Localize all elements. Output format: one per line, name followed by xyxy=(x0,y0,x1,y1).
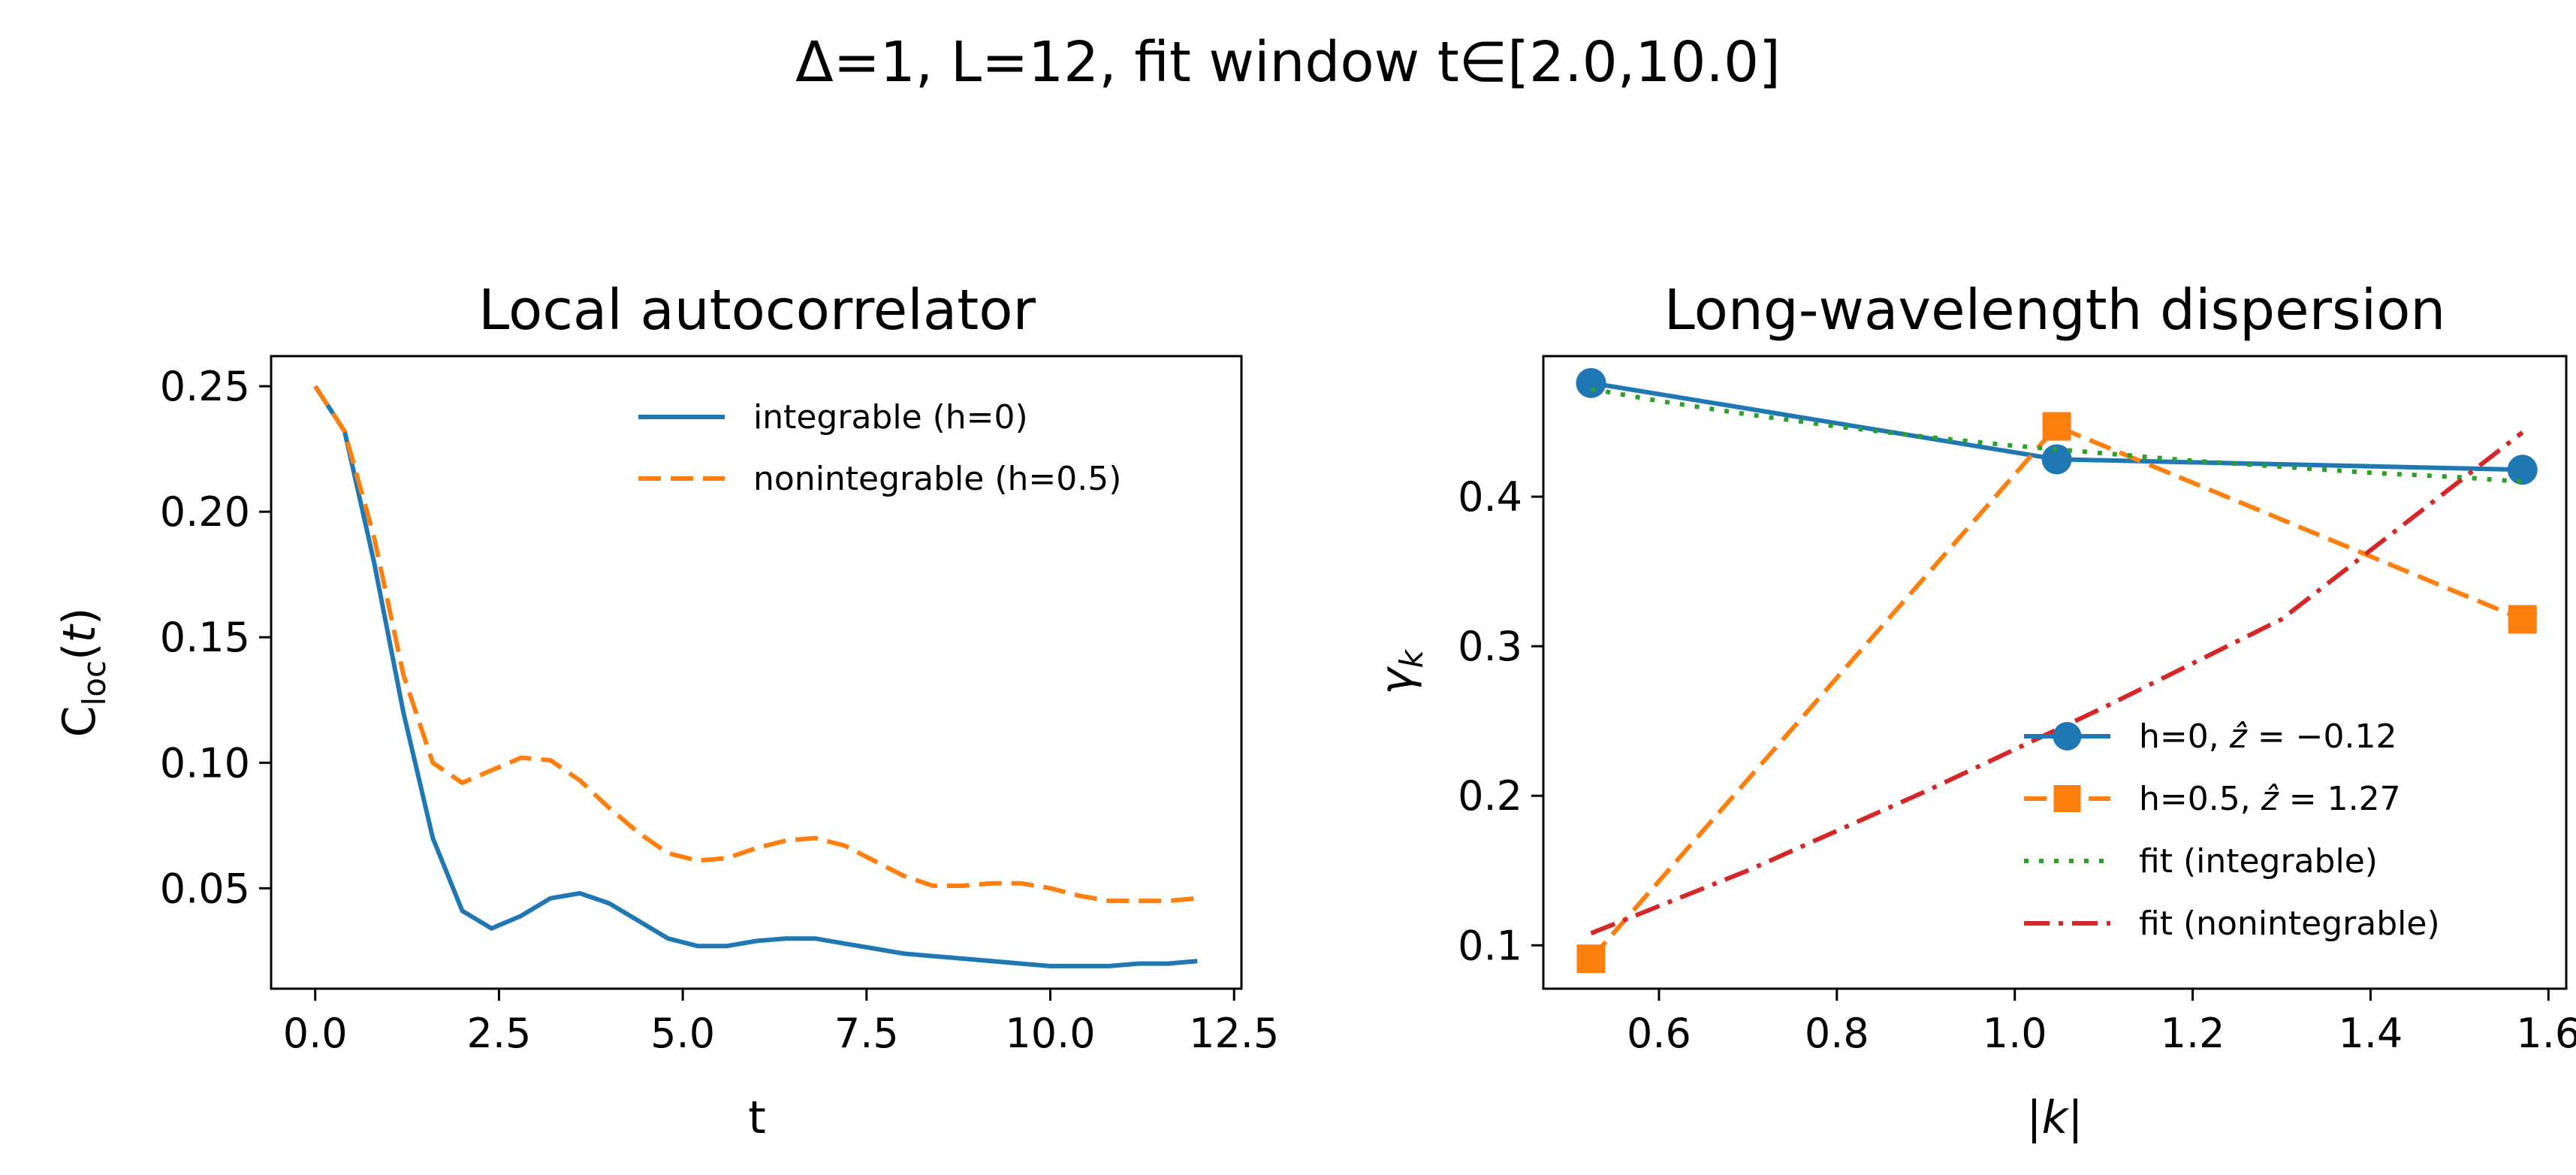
data-point-marker xyxy=(1576,944,1606,974)
data-point-marker xyxy=(2508,605,2537,634)
x-tick-label: 1.0 xyxy=(1983,1010,2047,1057)
x-tick-label: 0.0 xyxy=(283,1010,348,1057)
legend-label: fit (nonintegrable) xyxy=(2139,905,2440,943)
x-tick-label: 0.8 xyxy=(1805,1010,1869,1057)
y-tick-label: 0.20 xyxy=(160,488,250,536)
x-tick-label: 7.5 xyxy=(834,1010,899,1057)
legend-label: nonintegrable (h=0.5) xyxy=(753,460,1121,498)
series-line xyxy=(313,385,1198,968)
legend-label: h=0.5, ẑ = 1.27 xyxy=(2139,780,2401,818)
panel-title: Long-wavelength dispersion xyxy=(1664,278,2446,343)
panel-local-autocorrelator: Local autocorrelator 0.0 2.5 5.0 7.5 10.0 12.… xyxy=(53,278,1279,1144)
legend-marker xyxy=(2053,722,2082,751)
x-tick-label: 0.6 xyxy=(1627,1010,1691,1057)
legend: integrable (h=0) nonintegrable (h=0.5) xyxy=(638,398,1121,498)
plot-frame xyxy=(1542,355,2568,990)
y-tick-label: 0.10 xyxy=(160,739,250,787)
legend: h=0, ẑ = −0.12 h=0.5, ẑ = 1.27 fit (integr… xyxy=(2024,717,2440,943)
y-tick-label: 0.1 xyxy=(1458,922,1522,969)
data-point-marker xyxy=(2041,444,2072,475)
y-tick-label: 0.2 xyxy=(1458,772,1522,820)
panel-title: Local autocorrelator xyxy=(478,278,1036,343)
x-tick-label: 1.2 xyxy=(2161,1010,2225,1057)
data-point-marker xyxy=(2042,412,2071,441)
data-point-marker xyxy=(1576,367,1606,398)
y-tick-label: 0.15 xyxy=(160,614,250,661)
plot-frame xyxy=(270,355,1243,990)
x-tick-label: 10.0 xyxy=(1005,1010,1095,1057)
x-tick-label: 1.6 xyxy=(2516,1010,2576,1057)
legend-marker xyxy=(2053,785,2081,812)
x-tick-label: 2.5 xyxy=(466,1010,531,1057)
x-tick-label: 12.5 xyxy=(1189,1010,1279,1057)
series-line xyxy=(313,385,1198,904)
y-tick-label: 0.25 xyxy=(160,363,250,410)
panel-long-wavelength-dispersion: Long-wavelength dispersion 0.6 0.8 1.0 1.2 1… xyxy=(1371,278,2576,1144)
x-axis-label: |k| xyxy=(2026,1092,2083,1144)
x-axis-label: t xyxy=(748,1092,766,1144)
series-line xyxy=(1590,430,2524,936)
y-tick-label: 0.05 xyxy=(160,865,250,912)
data-point-marker xyxy=(2507,455,2538,485)
figure-suptitle: Δ=1, L=12, fit window t∈[2.0,10.0] xyxy=(795,30,1781,95)
legend-label: fit (integrable) xyxy=(2139,842,2378,880)
y-axis-label: γk xyxy=(1371,648,1430,695)
legend-label: h=0, ẑ = −0.12 xyxy=(2139,717,2397,756)
y-tick-label: 0.3 xyxy=(1458,623,1522,670)
y-tick-label: 0.4 xyxy=(1458,473,1522,521)
y-axis-label: Cloc(t) xyxy=(53,608,113,738)
x-tick-label: 5.0 xyxy=(650,1010,715,1057)
x-tick-label: 1.4 xyxy=(2338,1010,2403,1057)
legend-label: integrable (h=0) xyxy=(753,398,1028,436)
series-line xyxy=(1590,386,2523,485)
